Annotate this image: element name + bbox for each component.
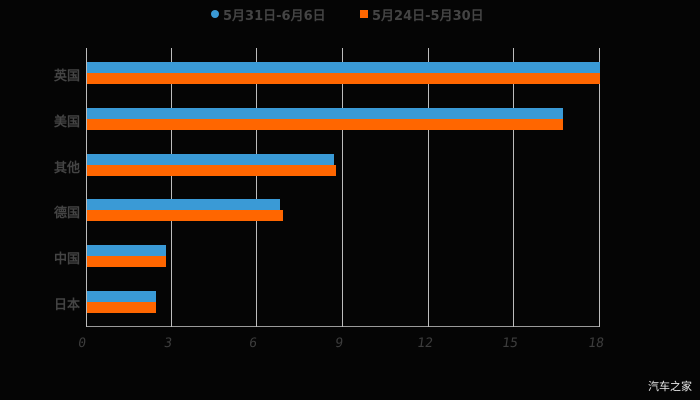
square-marker-icon [360,10,368,18]
gridline [427,48,429,326]
chart-legend: 5月31日-6月6日 5月24日-5月30日 [0,4,700,24]
bar-series2[interactable] [87,73,600,84]
x-tick-label: 0 [77,336,87,351]
bar-series1[interactable] [87,153,335,165]
x-tick-label: 3 [162,336,173,351]
bar-series1[interactable] [87,107,563,119]
gridline [599,48,600,326]
x-tick [86,322,87,327]
plot-area [86,48,600,326]
bar-series2[interactable] [87,118,563,130]
x-tick-label: 12 [415,336,434,351]
bar-series2[interactable] [87,302,156,313]
bar-series2[interactable] [87,210,284,222]
y-axis-line [86,48,87,326]
legend-label: 5月24日-5月30日 [372,8,484,24]
circle-marker-icon [211,10,219,18]
x-tick [256,322,258,327]
legend-item-series1[interactable]: 5月31日-6月6日 [211,4,326,24]
gridline [513,48,515,326]
x-tick [513,322,515,327]
watermark: 汽车之家 [648,380,692,393]
x-tick-label: 18 [587,336,605,351]
category-label: 英国 [53,69,80,84]
bar-series1[interactable] [87,62,600,73]
category-label: 日本 [53,298,80,313]
x-tick-label: 6 [248,336,259,351]
gridline [342,48,343,326]
x-tick [599,322,600,327]
x-tick [342,322,343,327]
legend-item-series2[interactable]: 5月24日-5月30日 [360,4,484,24]
category-label: 德国 [53,206,80,222]
x-axis-line [86,326,600,327]
bar-series2[interactable] [87,164,336,176]
x-tick-label: 15 [501,336,520,351]
gridline [170,48,172,326]
category-label: 中国 [53,252,80,268]
bar-series1[interactable] [87,199,281,211]
bar-series1[interactable] [87,245,166,257]
category-label: 美国 [53,114,80,130]
bar-series2[interactable] [87,256,166,268]
x-tick [170,322,172,327]
bar-series1[interactable] [87,291,156,302]
legend-label: 5月31日-6月6日 [223,8,326,24]
x-tick-label: 9 [334,336,344,351]
gridline [256,48,258,326]
category-label: 其他 [53,160,80,176]
x-tick [427,322,429,327]
